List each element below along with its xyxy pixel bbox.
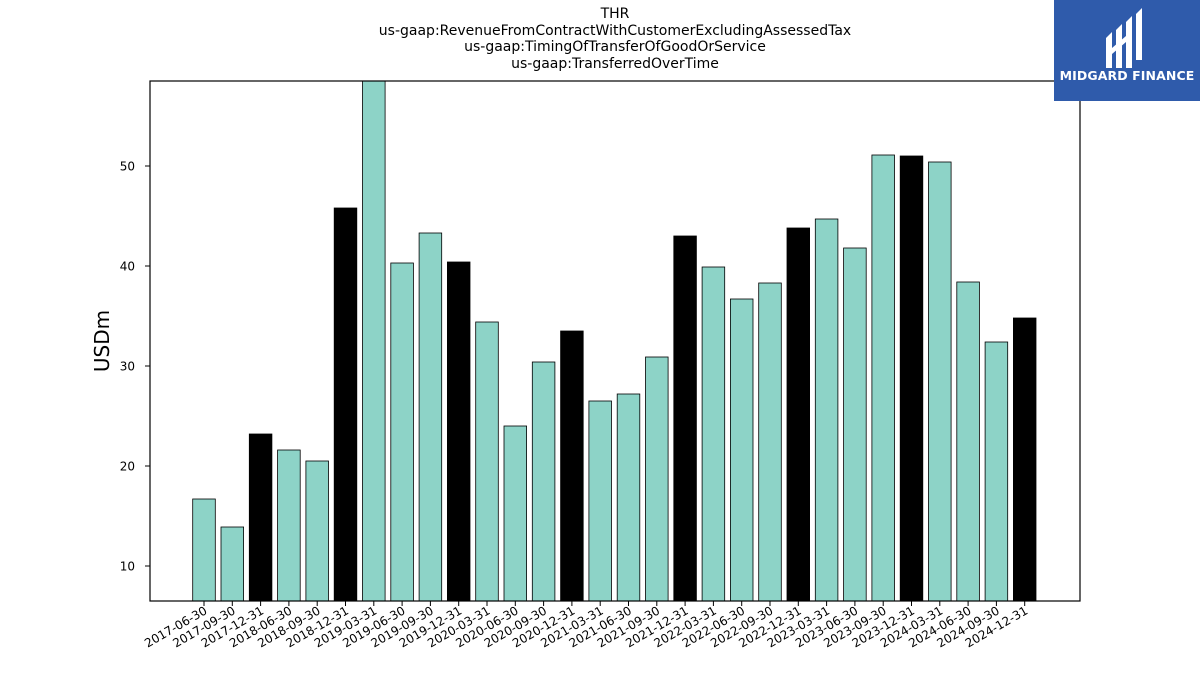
bar-2024-12-31 — [1013, 317, 1037, 602]
bar-2021-09-30 — [645, 356, 669, 602]
bar-2017-06-30 — [192, 498, 216, 602]
bar-2019-03-31 — [362, 80, 386, 602]
bar-2023-06-30 — [843, 247, 867, 602]
bar-2023-09-30 — [871, 154, 895, 602]
bar-2018-12-31 — [333, 207, 358, 602]
bar-2023-12-31 — [899, 155, 924, 602]
title-line-concept: us-gaap:RevenueFromContractWithCustomerE… — [378, 22, 852, 39]
bar-2022-03-31 — [701, 266, 726, 602]
bar-2022-06-30 — [730, 298, 754, 602]
midgard-logo-icon — [1106, 8, 1142, 68]
bar-2020-03-31 — [475, 321, 499, 602]
title-line-axis: us-gaap:TimingOfTransferOfGoodOrService — [464, 39, 766, 55]
title-line-ticker: THR — [600, 6, 630, 22]
bar-2024-06-30 — [956, 281, 980, 602]
chart-title: THR us-gaap:RevenueFromContractWithCusto… — [150, 6, 1080, 72]
bar-2019-09-30 — [418, 232, 443, 602]
bar-2019-06-30 — [390, 262, 414, 602]
bar-2020-09-30 — [531, 361, 556, 602]
y-tick-label-50: 50 — [120, 160, 135, 174]
y-axis-label: USDm — [90, 310, 114, 372]
bar-2022-09-30 — [758, 282, 782, 602]
bar-2021-12-31 — [673, 235, 697, 602]
bar-2020-12-31 — [560, 330, 584, 602]
bar-2020-06-30 — [503, 425, 528, 602]
bar-2022-12-31 — [786, 227, 811, 602]
bar-2024-03-31 — [928, 161, 952, 602]
logo-text: MIDGARD FINANCE — [1059, 68, 1195, 83]
bar-2017-12-31 — [248, 433, 273, 602]
plot-frame — [149, 80, 1081, 602]
y-tick-label-30: 30 — [120, 360, 135, 374]
y-tick-label-20: 20 — [120, 460, 135, 474]
title-line-member: us-gaap:TransferredOverTime — [511, 55, 719, 72]
midgard-finance-logo: MIDGARD FINANCE — [1054, 0, 1200, 101]
bar-2017-09-30 — [220, 526, 245, 602]
bar-2024-09-30 — [984, 341, 1009, 602]
y-tick-label-10: 10 — [120, 560, 135, 574]
bar-2019-12-31 — [446, 261, 471, 602]
bar-2018-06-30 — [277, 449, 301, 602]
bar-2021-06-30 — [616, 393, 641, 602]
bar-2021-03-31 — [588, 400, 612, 602]
bar-2018-09-30 — [305, 460, 329, 602]
y-tick-label-40: 40 — [120, 260, 135, 274]
bar-2023-03-31 — [814, 218, 839, 602]
